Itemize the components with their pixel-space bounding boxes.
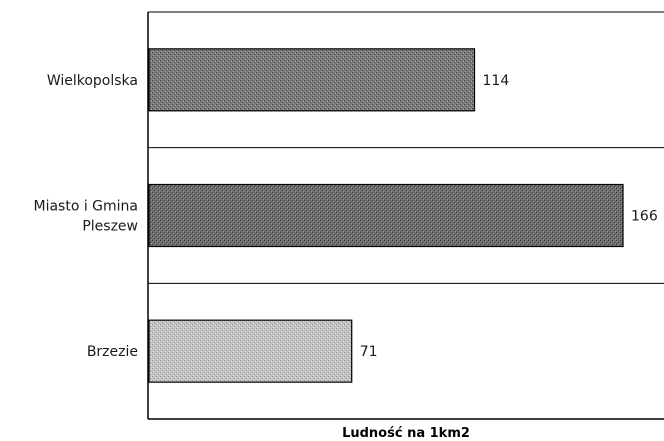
category-label: Wielkopolska bbox=[47, 73, 138, 89]
bar-brzezie bbox=[148, 319, 353, 383]
data-label: 71 bbox=[360, 344, 378, 360]
bar-wielkopolska bbox=[148, 48, 476, 112]
x-axis-title: Ludność na 1km2 bbox=[342, 426, 470, 441]
data-label: 114 bbox=[483, 73, 510, 89]
category-label: Brzezie bbox=[87, 344, 138, 360]
bar-miasto-i-gmina-pleszew bbox=[148, 183, 624, 248]
data-label: 166 bbox=[631, 209, 658, 225]
bars-group: 114 Wielkopolska 166 Miasto i Gmina Pleszew 7… bbox=[33, 48, 664, 383]
category-label: Miasto i Gmina Pleszew bbox=[33, 199, 138, 235]
